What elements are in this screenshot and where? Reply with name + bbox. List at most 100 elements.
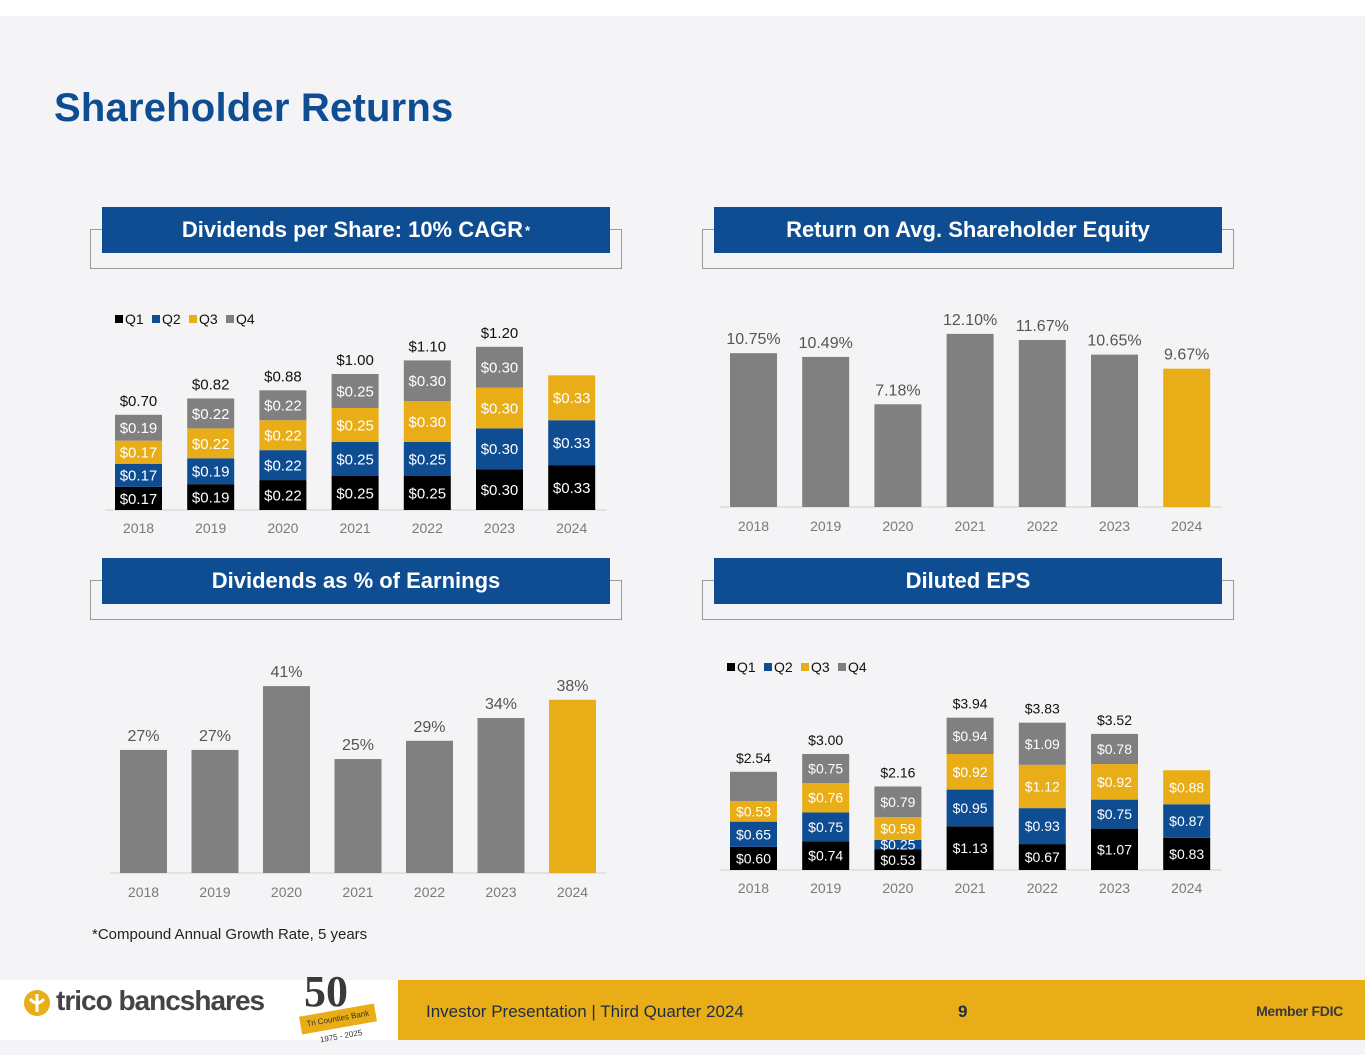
trico-logo-icon <box>24 990 50 1016</box>
x-tick-label: 2021 <box>955 880 986 896</box>
data-label: $0.19 <box>192 464 230 481</box>
data-label: 9.67% <box>1164 347 1209 364</box>
data-label: $0.30 <box>409 414 447 431</box>
legend-label: Q2 <box>162 311 181 327</box>
legend-swatch <box>801 663 809 671</box>
x-tick-label: 2018 <box>128 884 159 900</box>
data-label: $0.33 <box>553 390 591 407</box>
bar-segment <box>187 428 235 459</box>
data-label: 10.65% <box>1087 333 1141 350</box>
x-tick-label: 2024 <box>1171 518 1202 534</box>
bar-segment <box>1163 770 1211 805</box>
bar-segment <box>730 821 777 847</box>
data-label: 27% <box>199 728 231 745</box>
total-label: $3.00 <box>808 732 843 748</box>
x-tick-label: 2023 <box>484 520 515 536</box>
x-tick-label: 2019 <box>810 518 841 534</box>
bar-segment <box>476 387 523 429</box>
bar-segment <box>115 440 162 464</box>
data-label: $0.76 <box>808 790 843 806</box>
bar-segment <box>331 476 379 510</box>
data-label: 10.49% <box>799 335 853 352</box>
bar-segment <box>259 420 307 451</box>
x-tick-label: 2020 <box>882 880 913 896</box>
legend-swatch <box>727 663 735 671</box>
roe-panel-frame <box>702 229 1234 269</box>
roe-panel-header: Return on Avg. Shareholder Equity <box>702 207 1234 269</box>
bar <box>191 749 239 873</box>
bar-segment <box>1163 804 1211 838</box>
data-label: $1.07 <box>1097 841 1132 857</box>
data-label: 38% <box>556 678 588 695</box>
bar-segment <box>476 346 523 388</box>
data-label: $0.30 <box>481 400 519 417</box>
data-label: $0.53 <box>880 852 915 868</box>
bar-segment <box>1018 722 1066 765</box>
bar-segment <box>802 841 850 870</box>
data-label: 25% <box>342 737 374 754</box>
bar-segment <box>802 754 850 783</box>
data-label: $0.17 <box>120 468 158 485</box>
eps-chart: 2018 2019 2020 2021 2022 2023 2024 Q1 Q2 Q3 Q4 $0.6… <box>720 659 1222 896</box>
legend-label: Q1 <box>125 311 144 327</box>
payout-panel-title: Dividends as % of Earnings <box>102 558 610 604</box>
payout-panel-header: Dividends as % of Earnings <box>90 558 622 620</box>
bar-segment <box>331 408 379 442</box>
x-tick-label: 2022 <box>412 520 443 536</box>
bar <box>730 353 777 507</box>
bar-segment <box>403 360 451 402</box>
data-label: $0.30 <box>409 373 447 390</box>
total-label: $1.00 <box>336 352 374 369</box>
data-label: $0.94 <box>953 728 988 744</box>
data-label: 34% <box>485 696 517 713</box>
bar <box>120 749 167 873</box>
footer-band: Investor Presentation | Third Quarter 20… <box>398 980 1365 1040</box>
bar-segment <box>259 450 307 481</box>
total-label: $2.16 <box>880 764 915 780</box>
data-label: $0.25 <box>336 417 374 434</box>
bar <box>1163 368 1211 507</box>
x-tick-label: 2020 <box>267 520 298 536</box>
bar-segment <box>946 754 994 790</box>
legend-swatch <box>115 315 123 323</box>
data-label: $0.17 <box>120 445 158 462</box>
x-tick-label: 2019 <box>199 884 230 900</box>
anniversary-number: 50 <box>304 967 348 1016</box>
data-label: $0.92 <box>953 764 988 780</box>
bar-segment <box>548 420 596 466</box>
data-label: 10.75% <box>726 331 780 348</box>
bar-segment <box>187 484 235 510</box>
legend-label: Q1 <box>737 659 756 675</box>
x-tick-label: 2023 <box>485 884 516 900</box>
data-label: $0.22 <box>264 458 302 475</box>
bar-segment <box>1091 733 1138 765</box>
data-label: 7.18% <box>875 382 920 399</box>
data-label: $0.93 <box>1025 818 1060 834</box>
bar-segment <box>259 390 307 421</box>
data-label: 29% <box>413 719 445 736</box>
bar-segment <box>403 442 451 476</box>
x-tick-label: 2024 <box>556 520 587 536</box>
bar-segment <box>874 849 922 870</box>
top-strip <box>0 0 1365 16</box>
dps-panel-header: Dividends per Share: 10% CAGR * <box>90 207 622 269</box>
data-label: $0.60 <box>736 850 771 866</box>
payout-chart: 2018 2019 2020 2021 2022 2023 2024 27% 27% 41% 25%… <box>110 664 607 900</box>
data-label: $0.25 <box>336 485 374 502</box>
data-label: $0.22 <box>192 436 230 453</box>
bar-segment <box>730 801 777 822</box>
bar-segment <box>331 442 379 476</box>
data-label: 11.67% <box>1016 318 1069 335</box>
total-label: $3.52 <box>1097 712 1132 728</box>
legend-label: Q4 <box>848 659 867 675</box>
bar-segment <box>331 374 379 408</box>
bar-segment <box>187 398 235 429</box>
x-tick-label: 2022 <box>1027 880 1058 896</box>
data-label: $0.59 <box>880 820 915 836</box>
bar-segment <box>1163 837 1211 870</box>
data-label: 12.10% <box>943 312 997 329</box>
dps-panel-title: Dividends per Share: 10% CAGR * <box>102 207 610 253</box>
eps-panel-frame <box>702 580 1234 620</box>
eps-panel-header: Diluted EPS <box>702 558 1234 620</box>
x-tick-label: 2021 <box>340 520 371 536</box>
